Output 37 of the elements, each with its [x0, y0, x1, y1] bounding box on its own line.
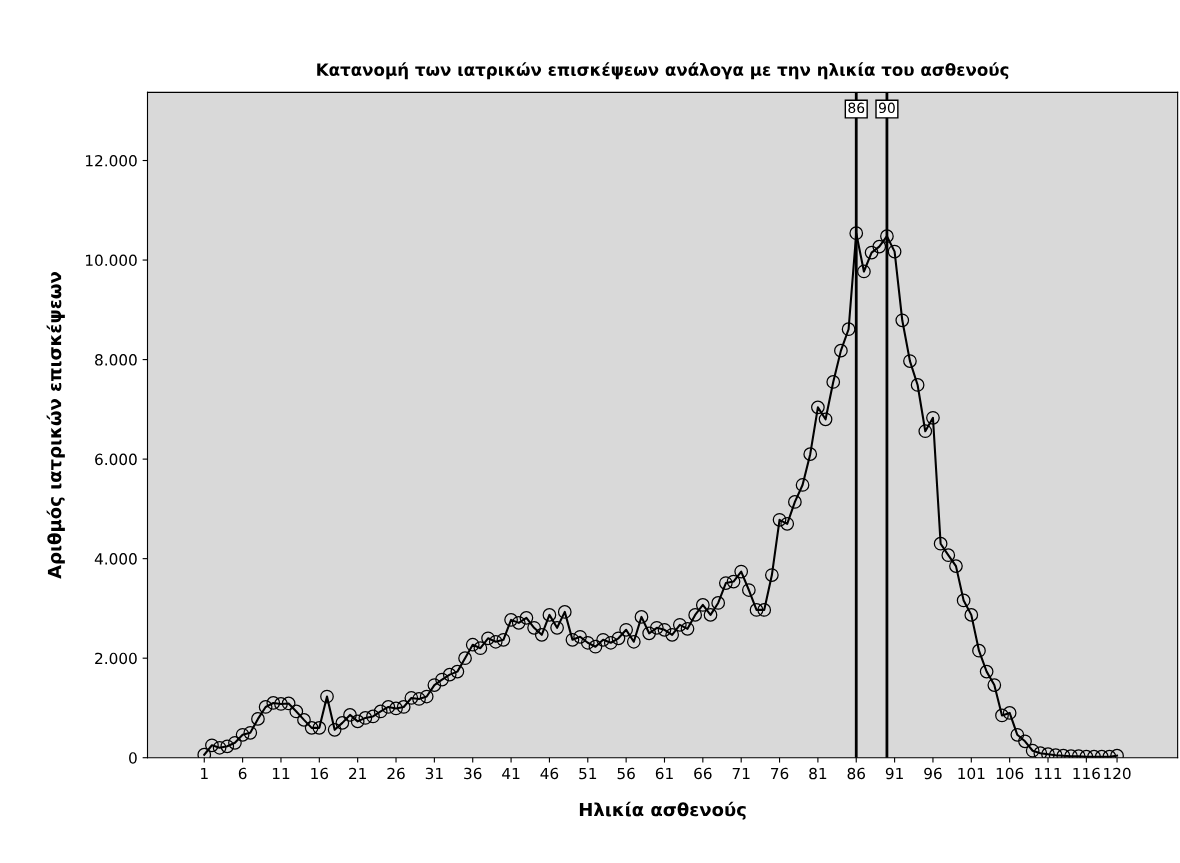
x-tick-label: 61 — [655, 767, 673, 780]
y-tick-label: 10.000 — [86, 254, 137, 267]
x-tick-label: 1 — [201, 767, 208, 780]
x-tick-label: 31 — [425, 767, 443, 780]
ref-line-label: 86 — [848, 102, 865, 114]
y-tick-label: 0 — [129, 752, 137, 764]
x-tick-label: 71 — [732, 767, 750, 780]
x-tick-label: 66 — [694, 767, 712, 780]
x-tick-label: 76 — [771, 767, 789, 780]
x-tick-label: 106 — [996, 767, 1024, 780]
x-tick-label: 21 — [349, 767, 366, 780]
x-tick-label: 81 — [809, 767, 827, 780]
x-tick-label: 41 — [502, 767, 520, 780]
x-tick-label: 101 — [958, 767, 985, 780]
x-tick-label: 11 — [272, 767, 290, 780]
y-tick-label: 4.000 — [94, 553, 137, 565]
x-tick-label: 6 — [238, 767, 247, 780]
x-axis-title: Ηλικία ασθενούς — [579, 801, 746, 820]
x-tick-label: 16 — [311, 767, 329, 780]
x-tick-label: 86 — [847, 767, 866, 780]
y-tick-label: 2.000 — [95, 652, 137, 665]
x-tick-label: 111 — [1035, 767, 1062, 780]
x-tick-label: 91 — [885, 767, 903, 780]
x-tick-label: 56 — [617, 767, 635, 780]
x-tick-label: 96 — [924, 767, 942, 780]
x-tick-label: 51 — [579, 767, 597, 780]
ref-line-label: 90 — [878, 102, 895, 114]
y-axis-title: Αριθμός ιατρικών επισκέψεων — [46, 272, 65, 579]
x-tick-label: 36 — [464, 767, 482, 780]
y-tick-label: 6.000 — [95, 453, 137, 466]
x-tick-label: 116 — [1073, 767, 1100, 780]
chart-title: Κατανομή των ιατρικών επισκέψεων ανάλογα με την ηλικία του ασθενούς — [317, 62, 1009, 80]
x-tick-label: 46 — [540, 767, 559, 780]
x-tick-label: 120 — [1104, 767, 1131, 780]
y-tick-label: 12.000 — [86, 154, 137, 167]
x-tick-label: 26 — [387, 767, 405, 780]
y-tick-label: 8.000 — [95, 354, 137, 366]
